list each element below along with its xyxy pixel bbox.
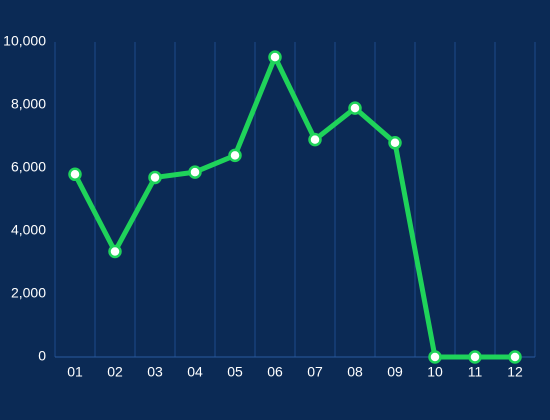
y-tick-label: 2,000: [11, 285, 46, 301]
y-tick-label: 8,000: [11, 96, 46, 112]
x-tick-label: 05: [227, 364, 243, 380]
x-tick-label: 10: [427, 364, 443, 380]
x-tick-label: 09: [387, 364, 403, 380]
point: [308, 132, 322, 147]
point: [228, 148, 242, 163]
y-tick-label: 4,000: [11, 222, 46, 238]
y-tick-label: 0: [38, 348, 46, 364]
point: [188, 165, 202, 179]
x-tick-label: 07: [307, 364, 323, 380]
point: [468, 350, 482, 364]
x-tick-label: 08: [347, 364, 363, 380]
point: [68, 167, 82, 182]
point: [108, 244, 122, 259]
point: [348, 101, 362, 115]
x-tick-label: 01: [67, 364, 83, 380]
x-tick-label: 11: [468, 364, 483, 380]
point: [428, 350, 442, 364]
x-tick-label: 02: [107, 364, 123, 380]
x-tick-label: 06: [267, 364, 283, 380]
y-tick-label: 6,000: [11, 159, 46, 175]
x-tick-label: 04: [187, 364, 203, 380]
point: [148, 170, 162, 185]
point: [388, 136, 402, 150]
point: [268, 50, 282, 64]
x-tick-label: 12: [507, 364, 523, 380]
x-tick-label: 03: [147, 364, 163, 380]
y-tick-label: 10,000: [3, 33, 46, 49]
point: [508, 350, 522, 364]
